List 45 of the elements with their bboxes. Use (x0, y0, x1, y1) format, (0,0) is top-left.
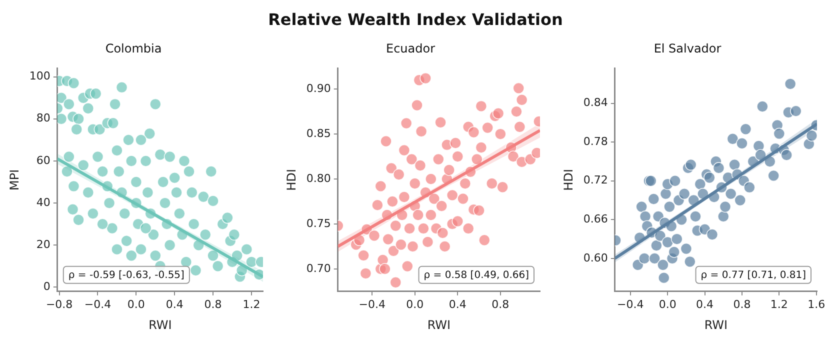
chart-title: Colombia (105, 41, 162, 56)
text: Relative Wealth Index Validation (267, 9, 564, 31)
y-tick-label: 0 (43, 280, 50, 294)
chart-title: Ecuador (386, 41, 436, 56)
y-axis-title: HDI (284, 168, 298, 191)
y-axis-title: MPI (7, 169, 22, 190)
y-tick-label: 0.84 (583, 96, 608, 110)
x-tick-label: −0.4 (358, 298, 386, 311)
chart-title: El Salvador (654, 41, 722, 56)
x-tick-label: −0.4 (84, 298, 112, 311)
x-tick-label: 1.2 (242, 298, 260, 311)
y-tick-label: 0.66 (583, 212, 608, 226)
x-tick-label: 0.4 (166, 298, 184, 311)
x-tick-label: 0.8 (204, 298, 222, 311)
annotation: ρ = 0.58 [0.49, 0.66] (424, 270, 530, 281)
y-tick-label: 60 (36, 154, 50, 167)
y-tick-label: 0.75 (306, 216, 331, 230)
x-axis-title: RWI (148, 318, 172, 332)
annotation: ρ = 0.77 [0.71, 0.81] (700, 270, 806, 281)
x-tick-label: 0.0 (406, 298, 424, 311)
x-tick-label: 0.4 (448, 298, 466, 311)
y-tick-label: 0.90 (306, 82, 331, 95)
x-tick-label: 0.0 (127, 298, 145, 311)
y-tick-label: 0.70 (306, 262, 331, 275)
x-axis-title: RWI (704, 318, 728, 332)
y-tick-label: 20 (36, 238, 50, 251)
annotation: ρ = -0.59 [-0.63, -0.55] (68, 270, 185, 281)
y-axis-title: HDI (561, 168, 576, 191)
x-axis-title: RWI (427, 318, 451, 332)
x-tick-label: 0.8 (492, 298, 510, 311)
x-tick-label: 0.4 (696, 298, 714, 311)
y-tick-label: 40 (36, 196, 50, 209)
y-tick-label: 80 (36, 112, 50, 125)
y-tick-label: 0.80 (306, 172, 331, 185)
x-tick-label: 0.8 (733, 298, 751, 311)
x-tick-label: −0.8 (46, 298, 73, 311)
x-tick-label: 0.0 (658, 298, 676, 311)
y-tick-label: 100 (29, 70, 50, 83)
x-tick-label: 1.6 (808, 298, 826, 311)
y-tick-label: 0.85 (306, 126, 331, 140)
y-tick-label: 0.60 (583, 251, 608, 264)
y-tick-label: 0.78 (583, 134, 608, 148)
x-tick-label: 1.2 (770, 298, 788, 311)
x-tick-label: −0.4 (617, 298, 644, 311)
y-tick-label: 0.72 (583, 174, 608, 187)
